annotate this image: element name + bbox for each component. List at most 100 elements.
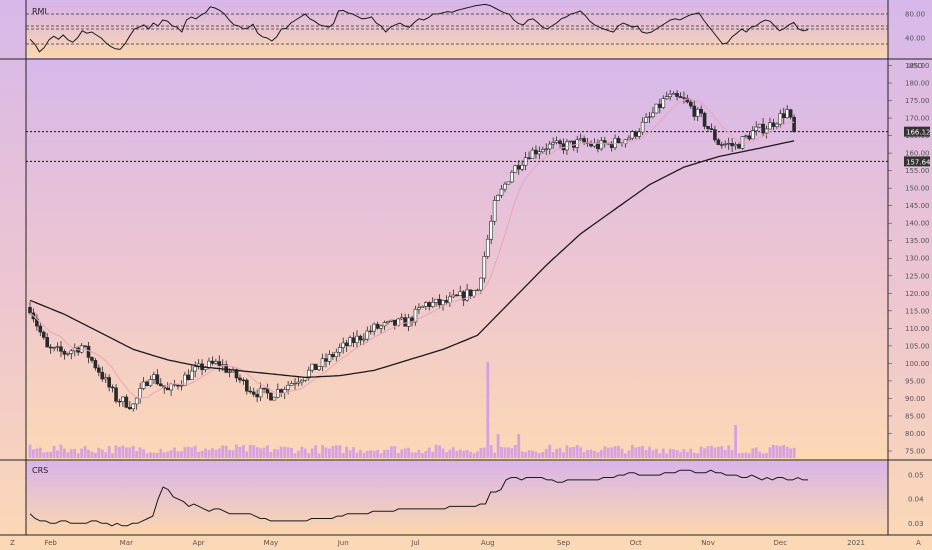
candle-body (186, 374, 191, 380)
volume-bar (255, 447, 259, 458)
crs-pane[interactable] (26, 461, 888, 535)
volume-bar (765, 453, 768, 458)
volume-bar (269, 451, 273, 458)
volume-bar (376, 450, 379, 458)
candle-body (468, 289, 473, 297)
volume-bar (651, 450, 655, 458)
candle-body (183, 374, 187, 386)
volume-bar (128, 447, 132, 458)
candle-body (145, 381, 149, 386)
time-axis[interactable]: Feb Mar Apr May Jun Jul Aug Sep Oct Nov Dec 2021 (44, 539, 864, 547)
volume-bar (152, 452, 156, 458)
candle-body (251, 391, 256, 395)
volume-bar (355, 452, 359, 458)
volume-bar (238, 446, 242, 458)
volume-bar (541, 452, 545, 458)
candle-body (375, 323, 380, 329)
volume-bar (710, 445, 713, 458)
volume-bar (348, 450, 352, 458)
volume-bar (259, 448, 262, 458)
time-axis-label: Mar (120, 539, 133, 547)
rmi-tick-label: 40.00 (905, 35, 925, 43)
horizontal-levels[interactable]: 166.12 157.64 (26, 126, 931, 167)
volume-bar (97, 447, 101, 458)
candle-body (644, 117, 648, 123)
volume-bar (180, 451, 183, 458)
volume-bar (104, 452, 108, 458)
candle-body (365, 330, 370, 340)
volume-bar (317, 453, 321, 458)
price-tick-label: 170.00 (905, 115, 930, 123)
candle-body (582, 138, 586, 143)
candle-body (69, 350, 74, 354)
price-pane[interactable] (26, 60, 888, 460)
candle-body (296, 381, 301, 384)
candle-body (138, 388, 142, 399)
volume-bar (575, 445, 579, 458)
volume-bar (696, 453, 700, 458)
candle-body (551, 142, 555, 145)
volume-bar (792, 447, 796, 458)
candle-body (675, 93, 679, 97)
volume-bar (720, 446, 724, 458)
price-tick-label: 150.00 (905, 185, 930, 193)
candle-body (107, 377, 111, 388)
candle-body (479, 277, 483, 291)
volume-bar (555, 448, 558, 458)
candle-body (671, 93, 676, 95)
candle-body (417, 307, 421, 310)
volume-bar (655, 448, 658, 458)
candle-body (709, 128, 714, 130)
candle-body (403, 317, 407, 327)
volume-bar (248, 444, 252, 458)
time-axis-label: Feb (44, 539, 57, 547)
volume-bar (713, 447, 717, 458)
timezone-corner-label[interactable]: Z (10, 539, 15, 547)
volume-bar (66, 452, 70, 458)
auto-scale-toggle[interactable]: A (916, 539, 921, 547)
volume-bar (754, 447, 758, 458)
price-tick-label: 160.00 (905, 150, 930, 158)
candle-body (664, 96, 669, 100)
volume-bar (279, 446, 283, 458)
volume-bar (434, 444, 438, 458)
volume-bar (551, 452, 555, 458)
volume-bar (768, 447, 772, 458)
price-tick-label: 130.00 (905, 255, 930, 263)
volume-bar (145, 453, 149, 458)
volume-bar (273, 449, 276, 458)
long-moving-average (29, 140, 795, 379)
candle-body (189, 370, 194, 380)
volume-bar (118, 447, 121, 458)
candle-body (176, 384, 180, 387)
rmi-pane[interactable] (26, 3, 888, 58)
candle-body (523, 157, 528, 166)
volume-bar (586, 450, 589, 458)
candle-body (41, 331, 46, 338)
candle-body (702, 112, 707, 127)
volume-bar (28, 444, 32, 458)
candle-body (128, 407, 132, 410)
candle-body (306, 369, 311, 378)
currency-label: USD (908, 62, 923, 70)
price-axis[interactable]: 185.00 180.00 175.00 170.00 165.00 160.00 155.… (888, 62, 930, 455)
candle-body (207, 360, 211, 368)
candle-body (193, 366, 198, 372)
time-axis-label: Jun (337, 539, 349, 547)
volume-bar (451, 447, 455, 458)
volume-bar (286, 447, 290, 458)
volume-bar (245, 451, 249, 458)
volume-bar (45, 452, 49, 458)
candle-body (100, 371, 105, 380)
volume-bar (242, 445, 245, 458)
volume-bar (328, 448, 331, 458)
candle-body (248, 390, 253, 393)
volume-bar (303, 448, 307, 458)
candle-body (272, 396, 277, 401)
volume-bar (527, 450, 531, 458)
candle-body (527, 157, 531, 159)
volume-bar (679, 452, 682, 458)
time-axis-label: May (264, 539, 278, 547)
